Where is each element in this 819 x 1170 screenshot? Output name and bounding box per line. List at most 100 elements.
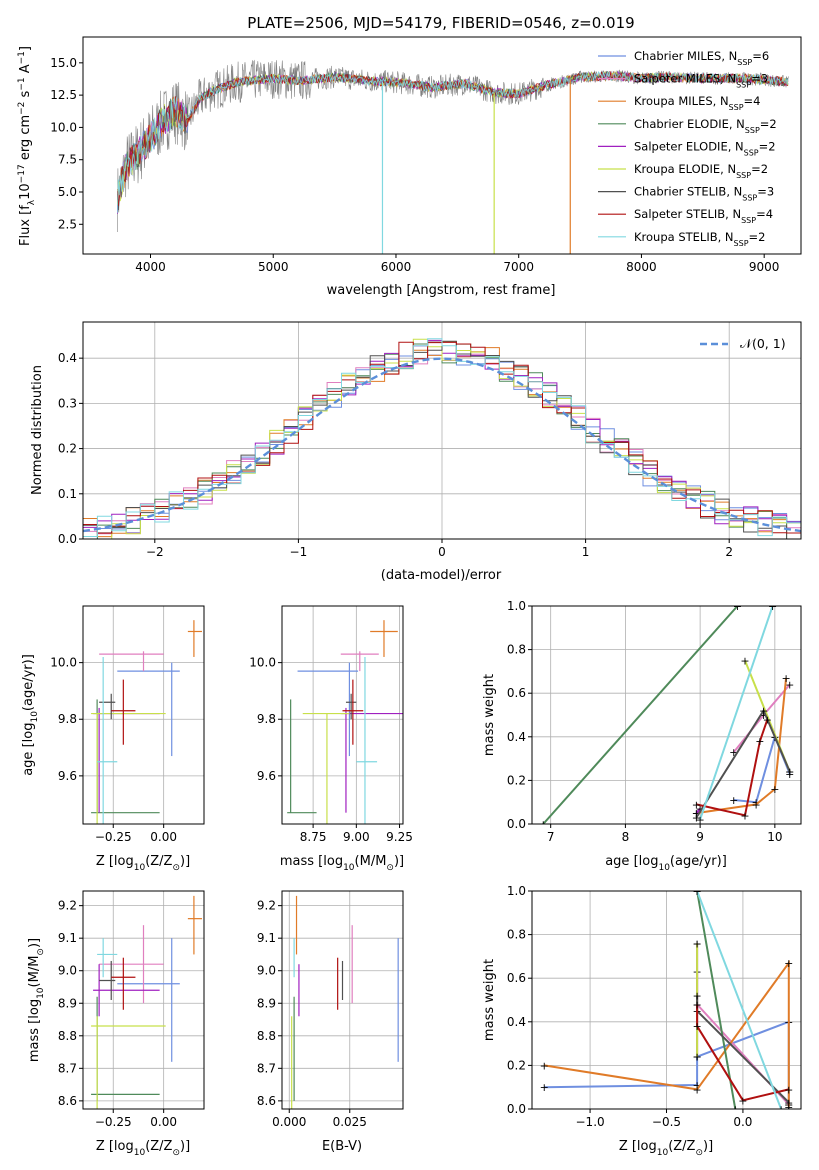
weight-marker: + [784, 1083, 793, 1096]
x-tick-label: −1.0 [576, 1115, 605, 1129]
residuals-marks [83, 338, 801, 539]
x-tick-label: 1 [582, 545, 590, 559]
age-mass-point [342, 679, 364, 745]
y-tick-label: 8.9 [257, 996, 276, 1010]
y-tick-label: 7.5 [58, 153, 77, 167]
x-tick-label: 6000 [381, 260, 412, 274]
age-vs-mass-panel: 8.75 9.00 9.25 9.6 9.8 10.0 mass [log10(M/M⊙)] [249, 605, 413, 873]
x-tick-label: 9.25 [386, 830, 413, 844]
x-tick-label: 0 [438, 545, 446, 559]
y-tick-label: 5.0 [58, 185, 77, 199]
weight-marker: + [696, 803, 705, 816]
y-tick-label: 1.0 [507, 599, 526, 613]
mass-Z-point [111, 957, 136, 1010]
weight-marker: + [785, 766, 794, 779]
weight-marker: + [770, 783, 779, 796]
model-spectrum [117, 70, 789, 213]
weight-marker: + [759, 709, 768, 722]
axes-frame [82, 890, 205, 1110]
weight-marker: + [738, 1094, 747, 1107]
weight-marker: + [539, 818, 548, 831]
legend-label: 𝒩(0, 1) [740, 336, 786, 351]
age-Z-point [99, 693, 116, 720]
y-tick-label: 8.6 [257, 1094, 276, 1108]
spectrum-legend: Chabrier MILES, NSSP=6 Salpeter MILES, NS… [598, 49, 777, 247]
weight-marker: + [752, 798, 761, 811]
mass-vs-Z-xlabel: Z [log10(Z/Z⊙)] [96, 1139, 190, 1158]
y-tick-label: 0.2 [507, 773, 526, 787]
age-Z-point [111, 679, 136, 745]
mass-weight-vs-Z-xlabel: Z [log10(Z/Z⊙)] [619, 1139, 713, 1158]
age-mass-point [370, 620, 398, 657]
weight-marker: + [768, 600, 777, 613]
age-Z-point [187, 620, 202, 657]
age-mass-point [340, 707, 403, 813]
y-tick-label: 8.6 [58, 1094, 77, 1108]
x-tick-label: −0.5 [652, 1115, 681, 1129]
mass-weight-vs-age-ylabel: mass weight [482, 674, 497, 756]
mass-weight-vs-Z-marks: + ++++++++++++++++++++++++++ [540, 885, 793, 1109]
x-tick-label: −1 [290, 545, 308, 559]
residuals-xlabel: (data-model)/error [381, 568, 502, 583]
weight-marker: + [692, 885, 701, 898]
weight-marker: + [729, 794, 738, 807]
legend-label: Kroupa ELODIE, NSSP=2 [634, 162, 768, 180]
y-tick-label: 0.3 [58, 396, 77, 410]
age-Z-point [91, 699, 160, 814]
residuals-panel: −2 −1 0 1 2 0.0 0.1 0.2 0.3 0.4 (data-model)/erro… [30, 321, 802, 583]
mass-vs-ebv-marks [291, 895, 399, 1109]
age-Z-point [99, 651, 164, 672]
x-tick-label: 9 [696, 830, 704, 844]
axes-frame [281, 605, 404, 825]
weight-marker: + [692, 1051, 701, 1064]
y-tick-label: 9.8 [257, 712, 276, 726]
y-tick-label: 9.1 [58, 931, 77, 945]
weight-marker: + [692, 1079, 701, 1092]
y-tick-label: 9.6 [257, 769, 276, 783]
axes-frame [281, 890, 404, 1110]
y-tick-label: 8.9 [58, 996, 77, 1010]
age-mass-point [287, 699, 317, 814]
y-tick-label: 10.0 [50, 656, 77, 670]
mass-vs-Z-ylabel: mass [log10(M/M⊙)] [27, 938, 46, 1062]
mass-Z-point [117, 938, 180, 1062]
y-tick-label: 0.6 [507, 971, 526, 985]
mass-weight-line [544, 959, 790, 1107]
mass-weight-vs-Z-panel: + ++++++++++++++++++++++++++−1.0 −0.5 0.0 0.… [482, 884, 802, 1158]
weight-marker: + [785, 768, 794, 781]
y-tick-label: 9.8 [58, 712, 77, 726]
age-vs-Z-panel: −0.25 0.00 9.6 9.8 10.0 Z [log10(Z/Z⊙)] age [l… [21, 605, 205, 873]
mass-weight-line [699, 606, 774, 820]
axes-frame [531, 605, 802, 825]
y-tick-label: 0.4 [507, 1015, 526, 1029]
mass-Z-point [91, 996, 160, 1101]
parameter-panels: −0.25 0.00 9.6 9.8 10.0 Z [log10(Z/Z⊙)] age [l… [21, 599, 802, 1158]
weight-marker: + [540, 1059, 549, 1072]
x-tick-label: 0.025 [333, 1115, 367, 1129]
age-Z-point [97, 656, 118, 824]
normal-curve [83, 357, 801, 533]
age-Z-point [117, 662, 180, 757]
weight-marker: + [692, 807, 701, 820]
weight-marker: + [755, 735, 764, 748]
mass-weight-line [733, 683, 791, 753]
x-tick-label: 7000 [503, 260, 534, 274]
legend-label: Salpeter STELIB, NSSP=4 [634, 207, 773, 225]
x-tick-label: 0.000 [272, 1115, 306, 1129]
mass-weight-vs-age-panel: + +++++++++++++++++++++++++7 8 9 10 0.0 0.2 0.4… [482, 599, 802, 873]
y-tick-label: 8.8 [58, 1029, 77, 1043]
weight-marker: + [692, 1051, 701, 1064]
x-tick-label: −0.25 [95, 1115, 132, 1129]
mass-vs-Z-panel: −0.25 0.00 8.6 8.7 8.8 8.9 9.0 9.1 9.2 Z [log10(Z… [27, 890, 205, 1158]
residuals-ylabel: Normed distribution [30, 365, 45, 495]
y-tick-label: 0.4 [58, 351, 77, 365]
weight-marker: + [763, 713, 772, 726]
mass-weight-vs-age-xlabel: age [log10(age/yr)] [605, 854, 727, 873]
y-tick-label: 9.1 [257, 931, 276, 945]
weight-marker: + [692, 1083, 701, 1096]
age-vs-Z-ylabel: age [log10(age/yr)] [21, 654, 40, 776]
weight-marker: + [692, 798, 701, 811]
y-tick-label: 0.2 [58, 442, 77, 456]
y-tick-label: 8.8 [257, 1029, 276, 1043]
